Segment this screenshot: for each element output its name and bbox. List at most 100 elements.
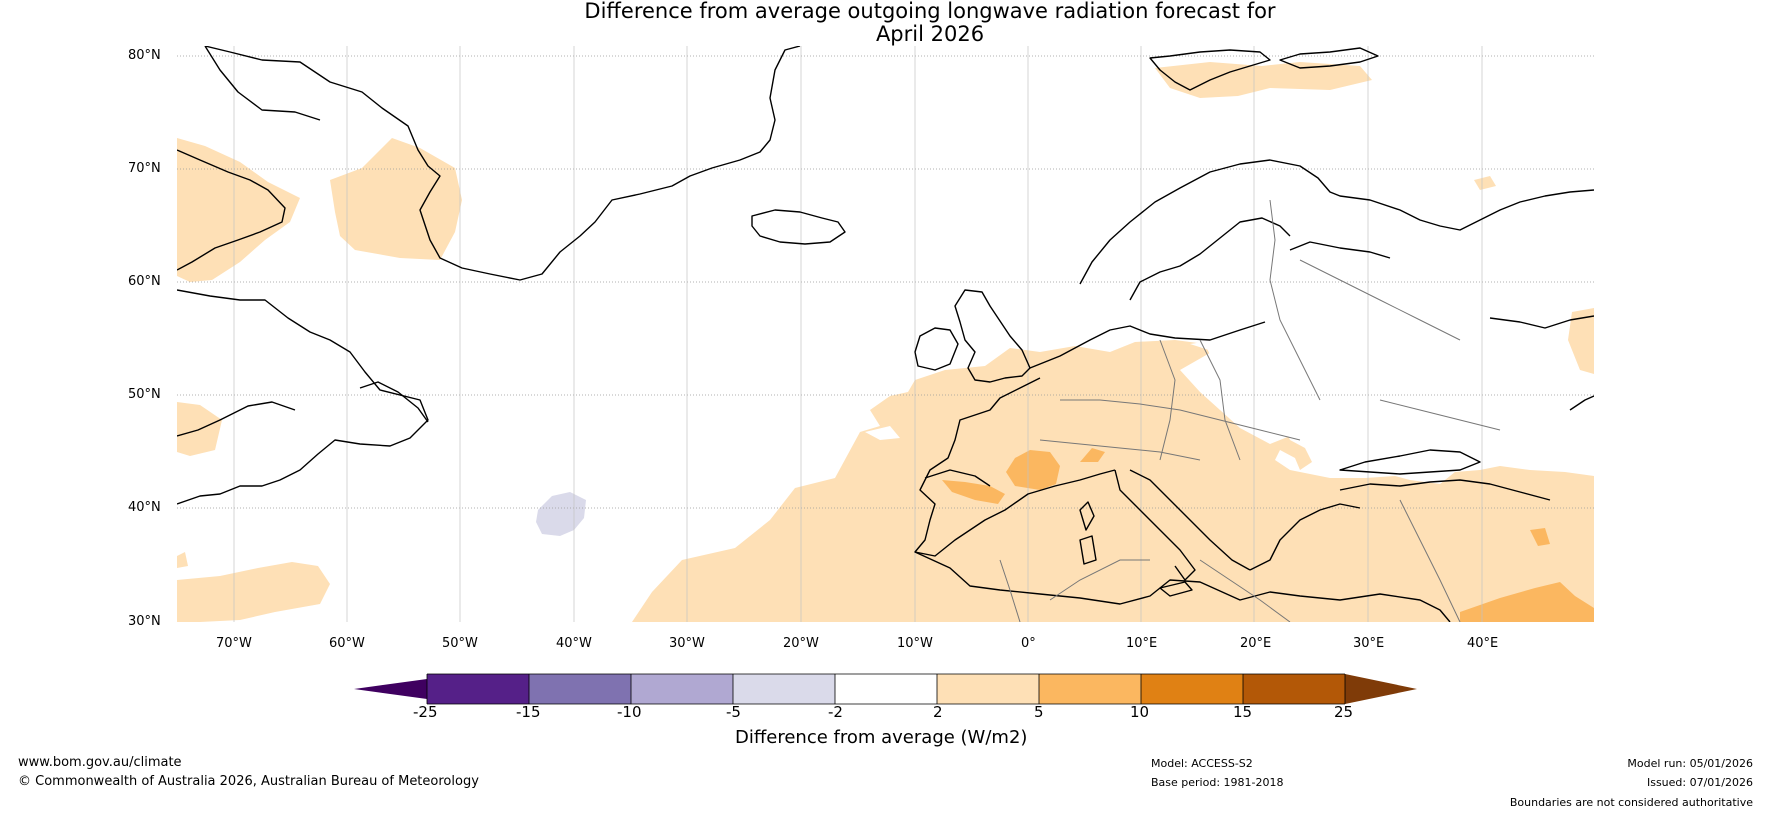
latitude-lines <box>177 55 1594 509</box>
neutral-area-east-europe <box>1180 350 1310 444</box>
coast-hudson <box>177 401 296 437</box>
lat-label-30n: 30°N <box>128 614 161 629</box>
coastlines <box>177 46 1594 622</box>
coast-svalbard-island <box>1279 47 1379 69</box>
coast-iberia <box>924 469 991 487</box>
graticule <box>177 46 1594 622</box>
colorbar-tick: 15 <box>1233 703 1253 721</box>
colorbar-bin-6 <box>937 674 1039 704</box>
coast-sardinia <box>1079 535 1097 565</box>
positive-anomaly-subtropics <box>177 562 330 622</box>
coast-france <box>914 377 1116 557</box>
coast-labrador <box>177 289 429 505</box>
coast-greece <box>1249 503 1361 571</box>
colorbar-bin-9 <box>1243 674 1345 704</box>
neutral-area-baltic <box>1190 338 1260 352</box>
coast-scandinavia <box>1079 159 1594 285</box>
colorbar <box>354 673 1417 705</box>
coast-caspian <box>1569 395 1594 411</box>
lon-label-10w: 10°W <box>897 636 933 651</box>
footer-copyright: © Commonwealth of Australia 2026, Austra… <box>18 774 479 789</box>
coast-africa <box>914 551 1451 622</box>
lat-label-80n: 80°N <box>128 48 161 63</box>
colorbar-bin-4 <box>733 674 835 704</box>
coast-newfoundland <box>359 381 429 423</box>
title-line-1: Difference from average outgoing longwav… <box>584 0 1276 23</box>
colorbar-bin-8 <box>1141 674 1243 704</box>
lon-label-20e: 20°E <box>1240 636 1272 651</box>
lon-label-40w: 40°W <box>556 636 592 651</box>
lat-label-60n: 60°N <box>128 274 161 289</box>
anomaly-5-10-levant <box>1530 528 1550 546</box>
negative-anomaly-atlantic <box>536 492 586 536</box>
coast-adriatic <box>1129 469 1251 571</box>
coast-finland <box>1289 241 1391 259</box>
colorbar-tick: -25 <box>413 703 438 721</box>
lon-label-30w: 30°W <box>669 636 705 651</box>
lon-label-30e: 30°E <box>1353 636 1385 651</box>
colorbar-tick: -10 <box>617 703 642 721</box>
lon-label-40e: 40°E <box>1467 636 1499 651</box>
coast-greenland <box>204 46 801 281</box>
colorbar-bin-1 <box>427 674 529 704</box>
footer-disclaimer: Boundaries are not considered authoritat… <box>1509 796 1753 809</box>
colorbar-tick: -2 <box>828 703 843 721</box>
footer-model: Model: ACCESS-S2 <box>1151 757 1253 770</box>
positive-anomaly-svalbard <box>1155 62 1372 98</box>
colorbar-bin-7 <box>1039 674 1141 704</box>
positive-anomaly-greenland <box>330 138 462 260</box>
coast-turkey <box>1339 479 1551 501</box>
coast-svalbard <box>1149 49 1271 91</box>
colorbar-tick: -5 <box>726 703 741 721</box>
lon-label-10e: 10°E <box>1126 636 1158 651</box>
anomaly-shading <box>177 62 1594 622</box>
footer-url[interactable]: www.bom.gov.au/climate <box>18 755 182 770</box>
coast-gb <box>954 289 1031 383</box>
anomaly-5-10-iran <box>1460 582 1594 622</box>
footer-base-period: Base period: 1981-2018 <box>1151 776 1284 789</box>
lon-label-50w: 50°W <box>442 636 478 651</box>
coast-sweden <box>1129 217 1291 301</box>
country-borders <box>999 199 1501 622</box>
lon-label-0: 0° <box>1021 636 1036 651</box>
colorbar-tick: 2 <box>933 703 943 721</box>
colorbar-below-min <box>354 679 427 699</box>
colorbar-tick: -15 <box>516 703 541 721</box>
map-title: Difference from average outgoing longwav… <box>0 0 1770 46</box>
longitude-lines <box>233 46 1483 622</box>
coast-russia-north <box>1489 315 1594 329</box>
coast-ireland <box>914 327 959 371</box>
colorbar-label: Difference from average (W/m2) <box>735 727 1028 748</box>
neutral-area-biscay <box>865 426 900 440</box>
positive-anomaly-small-west <box>177 552 188 568</box>
colorbar-bin-5 <box>835 674 937 704</box>
coast-sicily <box>1159 581 1193 597</box>
positive-anomaly-europe <box>632 340 1594 622</box>
lat-label-40n: 40°N <box>128 500 161 515</box>
colorbar-tick: 10 <box>1130 703 1150 721</box>
lon-label-20w: 20°W <box>783 636 819 651</box>
footer-model-run: Model run: 05/01/2026 <box>1627 757 1753 770</box>
title-line-2: April 2026 <box>875 22 985 46</box>
coast-greenland-west <box>204 46 321 121</box>
colorbar-bin-3 <box>631 674 733 704</box>
coast-black-sea <box>1339 449 1481 475</box>
lat-label-50n: 50°N <box>128 387 161 402</box>
anomaly-5-10-france <box>1006 450 1060 490</box>
colorbar-above-max <box>1345 674 1417 704</box>
positive-anomaly-ural <box>1474 176 1496 190</box>
coast-iceland <box>751 209 846 245</box>
footer-issued: Issued: 07/01/2026 <box>1646 776 1753 789</box>
colorbar-tick: 25 <box>1334 703 1354 721</box>
positive-anomaly-ural2 <box>1568 308 1594 374</box>
coast-corsica <box>1079 501 1095 531</box>
lat-label-70n: 70°N <box>128 161 161 176</box>
positive-anomaly-baffin <box>177 138 300 282</box>
coast-baffin <box>177 149 286 271</box>
colorbar-tick: 5 <box>1034 703 1044 721</box>
colorbar-bin-2 <box>529 674 631 704</box>
lon-label-60w: 60°W <box>329 636 365 651</box>
lon-label-70w: 70°W <box>216 636 252 651</box>
coast-north-sea <box>1029 321 1266 369</box>
